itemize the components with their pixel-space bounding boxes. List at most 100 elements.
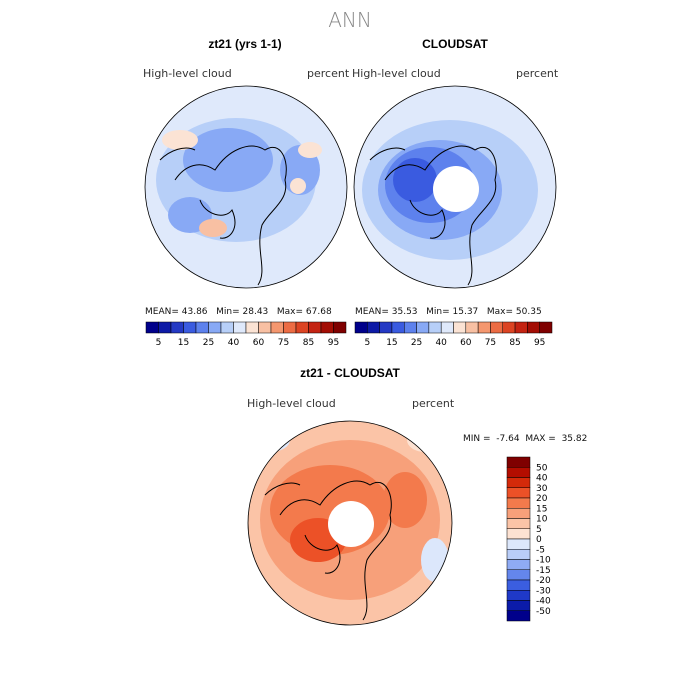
colorbar1-tick-label: 75 — [278, 338, 289, 348]
panel2-mean: 35.53 — [391, 307, 418, 317]
colorbar3-tick-label: 10 — [536, 515, 548, 525]
colorbar2-tick-label: 95 — [534, 338, 545, 348]
colorbar3-tick-label: 50 — [536, 463, 548, 473]
colorbar1-swatch — [308, 321, 322, 334]
colorbar3-swatch — [506, 569, 531, 581]
colorbar1-tick-label: 95 — [328, 338, 339, 348]
colorbar3-swatch — [506, 600, 531, 611]
panel2-max: 50.35 — [515, 307, 542, 317]
colorbar3-swatch — [506, 487, 531, 499]
colorbar1-swatch — [333, 321, 347, 334]
panel2-fill-deep — [393, 158, 437, 202]
colorbar1-swatch — [170, 321, 184, 334]
colorbar3-tick-label: -15 — [536, 566, 551, 576]
panel2-coast — [369, 145, 497, 286]
panel1-fill-warm-b — [298, 142, 322, 158]
panel3-outline — [247, 420, 453, 626]
colorbar1-swatch — [245, 321, 259, 334]
panel1-left-label: High-level cloud — [143, 67, 232, 80]
panel2-max-label: Max= — [486, 307, 514, 317]
colorbar2-swatch — [465, 321, 479, 334]
panel3-max-label: MAX = — [525, 434, 556, 444]
panel3-coast — [264, 480, 392, 621]
colorbar3-swatch — [506, 456, 531, 468]
colorbar2-tick-label: 15 — [386, 338, 397, 348]
colorbar3-swatch — [506, 528, 531, 540]
colorbar1-swatch — [208, 321, 222, 334]
colorbar3-swatch — [506, 467, 531, 478]
colorbar3-swatch — [506, 497, 531, 509]
panel3-fill-inner-b — [383, 472, 427, 528]
colorbar3-swatch — [506, 518, 531, 529]
panel3-map — [248, 421, 452, 625]
panel3-stats: MIN = -7.64 MAX = 35.82 — [463, 434, 587, 444]
colorbar2-swatch — [440, 321, 454, 334]
panel1-min: 28.43 — [242, 307, 269, 317]
colorbar3-tick-label: -40 — [536, 597, 551, 607]
colorbar2-swatch — [527, 321, 540, 334]
colorbar-panel2: 5 15 25 40 60 75 85 95 — [354, 321, 553, 348]
colorbar1-swatch — [183, 321, 197, 334]
colorbar1-swatch — [295, 321, 309, 334]
panel1-mean-label: MEAN= — [145, 307, 179, 317]
colorbar3-tick-label: -5 — [536, 545, 545, 555]
panel2-map — [354, 86, 556, 288]
colorbar2-swatch — [416, 321, 430, 334]
panel2-stats: MEAN= 35.53 Min= 15.37 Max= 50.35 — [355, 307, 542, 317]
panel1-title: zt21 (yrs 1-1) — [208, 37, 282, 51]
panel2-outline — [353, 85, 557, 289]
panel1-stats: MEAN= 43.86 Min= 28.43 Max= 67.68 — [145, 307, 332, 317]
panel1-fill-blob-a — [183, 128, 273, 192]
panel2-left-label: High-level cloud — [352, 67, 441, 80]
colorbar2-swatch — [354, 321, 368, 334]
panel2-mean-label: MEAN= — [355, 307, 389, 317]
panel3-fill-cool-c — [407, 428, 443, 452]
colorbar3-tick-label: -50 — [536, 607, 551, 617]
panel3-right-label: percent — [412, 397, 455, 410]
colorbar1-swatch — [258, 321, 272, 334]
colorbar2-tick-label: 75 — [485, 338, 496, 348]
colorbar3-swatch — [506, 590, 531, 601]
colorbar3-swatch — [506, 477, 531, 488]
panel3-polar-hole — [328, 501, 374, 547]
colorbar-panel1: 5 15 25 40 60 75 85 95 — [145, 321, 347, 348]
panel3-min-label: MIN = — [463, 434, 491, 444]
colorbar1-tick-label: 25 — [203, 338, 214, 348]
colorbar3-tick-label: -30 — [536, 586, 551, 596]
colorbar2-swatch — [404, 321, 417, 334]
colorbar1-tick-label: 15 — [178, 338, 189, 348]
colorbar2-swatch — [453, 321, 467, 334]
panel2-min-label: Min= — [426, 307, 450, 317]
colorbar1-tick-label: 60 — [253, 338, 265, 348]
colorbar1-swatch — [320, 321, 334, 334]
colorbar3-tick-label: 40 — [536, 474, 548, 484]
colorbar2-swatch — [391, 321, 405, 334]
colorbar2-swatch — [514, 321, 528, 334]
colorbar2-swatch — [379, 321, 393, 334]
colorbar3-swatch — [506, 538, 531, 550]
panel3-min: -7.64 — [496, 434, 520, 444]
panel1-outline — [144, 85, 348, 289]
colorbar1-tick-label: 5 — [156, 338, 162, 348]
panel1-max: 67.68 — [305, 307, 332, 317]
colorbar3-tick-label: 0 — [536, 535, 542, 545]
panel1-fill-warm-d — [199, 219, 227, 237]
panel3-fill-cool-b — [250, 428, 290, 452]
colorbar2-swatch — [502, 321, 516, 334]
colorbar3-tick-label: -20 — [536, 576, 551, 586]
colorbar2-tick-label: 25 — [411, 338, 422, 348]
colorbar3-tick-label: 15 — [536, 504, 547, 514]
panel3-left-label: High-level cloud — [247, 397, 336, 410]
colorbar2-tick-label: 5 — [364, 338, 370, 348]
panel2-right-label: percent — [516, 67, 559, 80]
colorbar3-swatch — [506, 549, 531, 560]
colorbar2-tick-label: 60 — [460, 338, 472, 348]
panel2-title: CLOUDSAT — [422, 37, 488, 51]
figure-title: ANN — [328, 8, 372, 32]
colorbar3-swatch — [506, 610, 531, 622]
colorbar1-swatch — [270, 321, 284, 334]
colorbar1-tick-label: 40 — [228, 338, 240, 348]
colorbar1-swatch — [283, 321, 297, 334]
